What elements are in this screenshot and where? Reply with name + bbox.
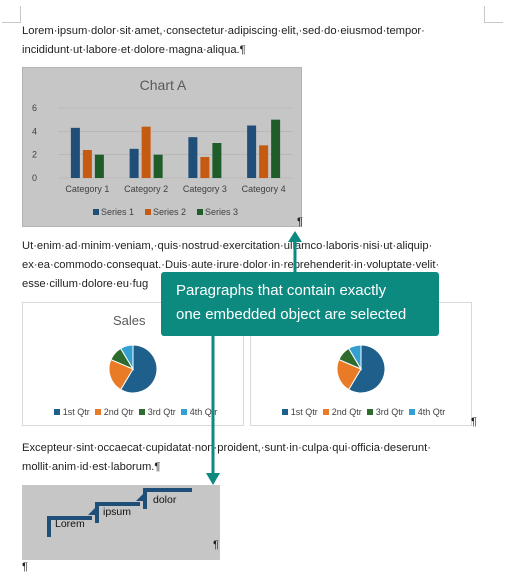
- step-3-shape: [143, 488, 192, 509]
- bar: [271, 119, 281, 178]
- step-2-arrow: [136, 494, 143, 501]
- paragraph-3[interactable]: Excepteur·sint·occaecat·cupidatat·non·pr…: [22, 439, 492, 477]
- smartart-step-1-label: Lorem: [55, 518, 85, 530]
- bar: [141, 126, 151, 178]
- smartart-object[interactable]: Lorem ipsum dolor ¶: [22, 485, 220, 560]
- callout-box: Paragraphs that contain exactly one embe…: [161, 272, 439, 336]
- callout-line-2: one embedded object are selected: [176, 306, 407, 323]
- y-tick-label: 4: [32, 126, 37, 136]
- bar: [212, 143, 222, 178]
- pie-chart-canvas-1: [108, 344, 158, 394]
- legend-label: 2nd Qtr: [103, 407, 134, 417]
- bar: [259, 145, 269, 178]
- step-1-shape: [47, 516, 92, 537]
- paragraph-2-line-1: Ut·enim·ad·minim·veniam,·quis·nostrud·ex…: [22, 240, 433, 252]
- x-tick-label: Category 4: [242, 184, 286, 194]
- legend-swatch: [94, 409, 101, 415]
- smartart-steps-graphic: [47, 488, 192, 537]
- legend-swatch: [197, 209, 203, 215]
- pie-slice: [336, 358, 362, 391]
- legend-label: 3rd Qtr: [375, 407, 404, 417]
- bar: [94, 154, 104, 178]
- callout-line-1: Paragraphs that contain exactly: [176, 282, 387, 299]
- legend-swatch: [138, 409, 145, 415]
- bar: [247, 125, 257, 178]
- legend-swatch: [180, 409, 187, 415]
- bar: [188, 137, 198, 178]
- bar-chart-canvas: Chart A 0 2 4 6 Category 1 Category 2 Category …: [32, 77, 293, 217]
- chart-a-paragraph-mark: ¶: [297, 216, 303, 228]
- paragraph-3-line-1: Excepteur·sint·occaecat·cupidatat·non·pr…: [22, 442, 431, 454]
- pie-chart-title: Sales: [113, 313, 146, 328]
- step-1-arrow: [88, 508, 95, 515]
- bar: [200, 157, 210, 178]
- chart-title: Chart A: [140, 77, 187, 93]
- paragraph-1-line-2: incididunt·ut·labore·et·dolore·magna·ali…: [22, 44, 246, 56]
- smartart-paragraph-mark: ¶: [213, 539, 219, 551]
- x-tick-label: Category 3: [183, 184, 227, 194]
- legend-swatch: [322, 409, 329, 415]
- legend-swatch: [93, 209, 99, 215]
- paragraph-2-line-2: ex·ea·commodo·consequat.·Duis·aute·irure…: [22, 259, 440, 271]
- legend-label: 4th Qtr: [189, 407, 218, 417]
- chart-a-object[interactable]: Chart A 0 2 4 6 Category 1 Category 2 Category …: [22, 67, 302, 227]
- pie-chart-canvas-2: [336, 344, 386, 394]
- legend-swatch: [53, 409, 60, 415]
- paragraph-2[interactable]: Ut·enim·ad·minim·veniam,·quis·nostrud·ex…: [22, 237, 492, 294]
- smartart-step-3-label: dolor: [153, 494, 177, 506]
- y-tick-label: 2: [32, 150, 37, 160]
- legend-swatch: [145, 209, 151, 215]
- legend-label: 1st Qtr: [62, 407, 90, 417]
- legend-swatch: [408, 409, 415, 415]
- pie-slice: [348, 344, 386, 394]
- bar: [70, 127, 80, 178]
- legend-label: Series 1: [101, 207, 134, 217]
- pie-chart-legend-1: 1st Qtr 2nd Qtr 3rd Qtr 4th Qtr: [23, 407, 243, 417]
- smartart-step-2-label: ipsum: [103, 506, 132, 518]
- pie-chart-legend-2: 1st Qtr 2nd Qtr 3rd Qtr 4th Qtr: [251, 407, 471, 417]
- bar: [82, 150, 92, 178]
- legend-label: Series 3: [205, 207, 238, 217]
- step-2-shape: [95, 502, 140, 523]
- crop-mark-top-left: [2, 6, 21, 23]
- paragraph-2-line-3: esse·cillum·dolore·eu·fug: [22, 278, 149, 290]
- x-tick-label: Category 2: [124, 184, 168, 194]
- paragraph-1-line-1: Lorem·ipsum·dolor·sit·amet,·consectetur·…: [22, 25, 425, 37]
- legend-label: 4th Qtr: [417, 407, 446, 417]
- pie-paragraph-mark: ¶: [471, 416, 477, 428]
- paragraph-1[interactable]: Lorem·ipsum·dolor·sit·amet,·consectetur·…: [22, 22, 492, 60]
- crop-mark-top-right: [484, 6, 503, 23]
- legend-label: 3rd Qtr: [147, 407, 176, 417]
- bar: [129, 148, 139, 178]
- y-tick-label: 0: [32, 173, 37, 183]
- legend-label: Series 2: [153, 207, 186, 217]
- y-tick-label: 6: [32, 103, 37, 113]
- x-tick-label: Category 1: [65, 184, 109, 194]
- empty-paragraph-mark: ¶: [22, 561, 28, 573]
- pie-slice: [348, 344, 362, 371]
- pie-slice: [108, 358, 134, 391]
- pie-slice: [120, 344, 134, 371]
- legend-label: 2nd Qtr: [331, 407, 362, 417]
- legend-label: 1st Qtr: [290, 407, 318, 417]
- pie-slice: [120, 344, 158, 394]
- paragraph-3-line-2: mollit·anim·id·est·laborum.¶: [22, 461, 161, 473]
- bar: [153, 154, 163, 178]
- legend-swatch: [281, 409, 288, 415]
- legend-swatch: [366, 409, 373, 415]
